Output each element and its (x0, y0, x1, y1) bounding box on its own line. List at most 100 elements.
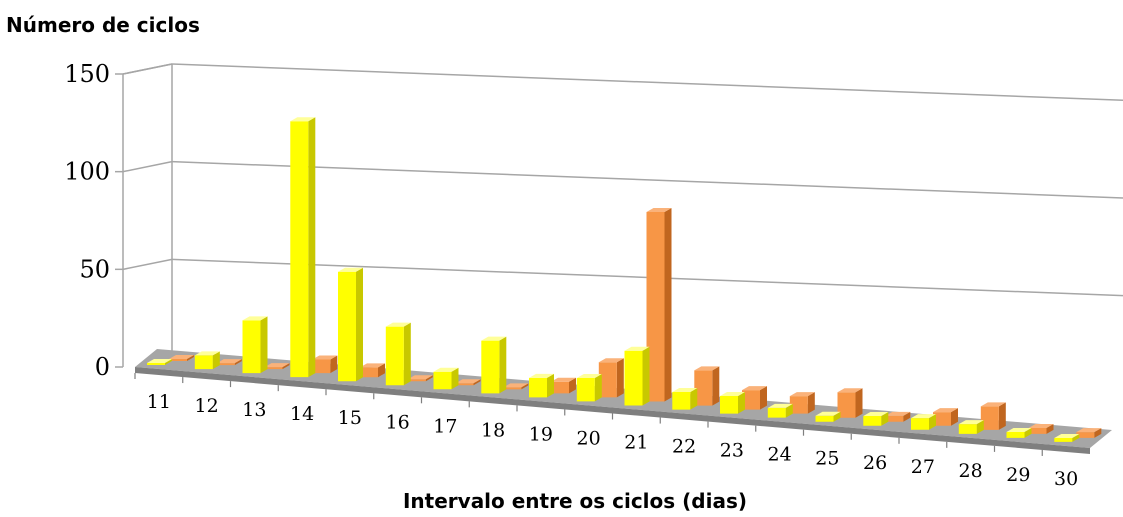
x-tick-label: 18 (481, 419, 505, 441)
bar-front (863, 412, 889, 426)
x-tick-label: 14 (290, 403, 314, 425)
x-tick-label: 12 (195, 395, 219, 417)
bar-rear-face (169, 359, 187, 361)
bar-rear (312, 355, 338, 374)
x-axis-ticks: 11 12 13 14 15 16 17 18 19 20 21 22 23 24 25 26 27 28 29 30 (134, 373, 1078, 490)
bar-front-side (881, 412, 889, 426)
bar-front-top (1054, 434, 1080, 438)
bar-front-side (1072, 434, 1080, 442)
bar-rear (837, 388, 863, 418)
bar-front-face (529, 377, 547, 398)
bar-front-side (308, 117, 316, 378)
bar-front-top (290, 117, 316, 122)
bar-rear-side (951, 408, 958, 426)
bar-rear (169, 355, 194, 361)
bar-front (576, 374, 602, 402)
bar-front-side (929, 414, 936, 430)
bar-rear-side (330, 355, 338, 374)
bar-rear-face (264, 367, 283, 370)
bar-front-top (338, 267, 363, 272)
bar-rear-side (282, 363, 290, 370)
bar-rear (646, 208, 672, 402)
bar-front-side (499, 336, 507, 394)
bar-front-side (403, 322, 411, 386)
bar-front-face (911, 418, 929, 430)
bar-rear-face (694, 370, 713, 406)
bar-rear-top (264, 363, 290, 368)
bar-rear-top (407, 375, 433, 380)
x-tick-label: 25 (815, 448, 839, 470)
bar-rear (455, 379, 481, 386)
bar-front-top (385, 322, 411, 327)
bar-rear-side (616, 358, 624, 398)
bar-rear-face (742, 390, 760, 410)
bar-rear-top (598, 358, 624, 363)
chart-back-wall (122, 63, 173, 367)
bar-front-face (147, 363, 165, 365)
bar-rear-top (360, 363, 385, 368)
bar-front-face (958, 424, 977, 434)
bar-rear-face (598, 362, 617, 398)
bar-front (624, 346, 650, 406)
bar-front-side (738, 392, 745, 414)
bar-front-top (720, 392, 745, 396)
bar-rear (742, 386, 767, 410)
x-tick-label: 28 (959, 460, 983, 482)
bar-front-top (958, 420, 984, 425)
bars (147, 117, 1102, 442)
bar-rear-face (360, 367, 378, 378)
bar-front-face (194, 355, 213, 370)
bar-rear-side (760, 386, 767, 410)
bar-front (529, 373, 554, 398)
bar-front-top (481, 336, 507, 341)
bar-front-face (433, 371, 452, 390)
x-tick-label: 11 (147, 391, 171, 413)
bar-rear (551, 377, 576, 394)
floor-edge (135, 367, 1090, 454)
bar-rear-side (521, 383, 529, 390)
bar-rear (980, 402, 1006, 430)
bar-rear-top (455, 379, 481, 384)
bar-rear-side (1094, 428, 1102, 438)
bar-front-top (911, 414, 936, 419)
bar-rear-side (187, 355, 194, 361)
bar-rear-side (664, 208, 672, 402)
bar-rear-side (569, 377, 576, 394)
bar-rear-face (551, 381, 569, 394)
bar-rear-side (903, 411, 911, 422)
bar-front-top (242, 316, 268, 321)
bar-front-face (720, 396, 738, 414)
bar-rear-top (742, 386, 767, 391)
bar-front-top (433, 367, 459, 372)
bar-front (290, 117, 316, 378)
bar-rear (503, 383, 529, 390)
bar-rear-face (885, 415, 904, 422)
bar-rear (598, 358, 624, 398)
bar-front-top (194, 351, 220, 356)
bar-front (385, 322, 411, 386)
bar-front (481, 336, 507, 394)
bar-front-side (547, 373, 554, 398)
bar-front-top (147, 359, 172, 363)
bar-front-face (290, 121, 309, 378)
bar-rear-top (885, 411, 911, 416)
bar-front-side (785, 403, 793, 418)
bar-front-side (594, 374, 602, 402)
bar-front (147, 359, 172, 365)
bar-rear-side (807, 392, 815, 414)
bar-rear-top (646, 208, 672, 212)
gridline-side (122, 258, 173, 271)
bar-front-side (976, 420, 984, 434)
bar-front-side (165, 359, 172, 365)
bar-rear-side (855, 388, 863, 418)
bar-front-side (690, 388, 698, 410)
bar-front-face (863, 416, 882, 426)
gridline-side (122, 160, 173, 173)
x-tick-label: 21 (624, 432, 648, 454)
bar-rear-top (312, 355, 338, 360)
bar-front (1054, 434, 1080, 442)
bar-front-face (672, 392, 691, 410)
bar-rear (216, 359, 242, 366)
bar-rear-top (980, 402, 1006, 407)
bar-front (672, 388, 698, 410)
